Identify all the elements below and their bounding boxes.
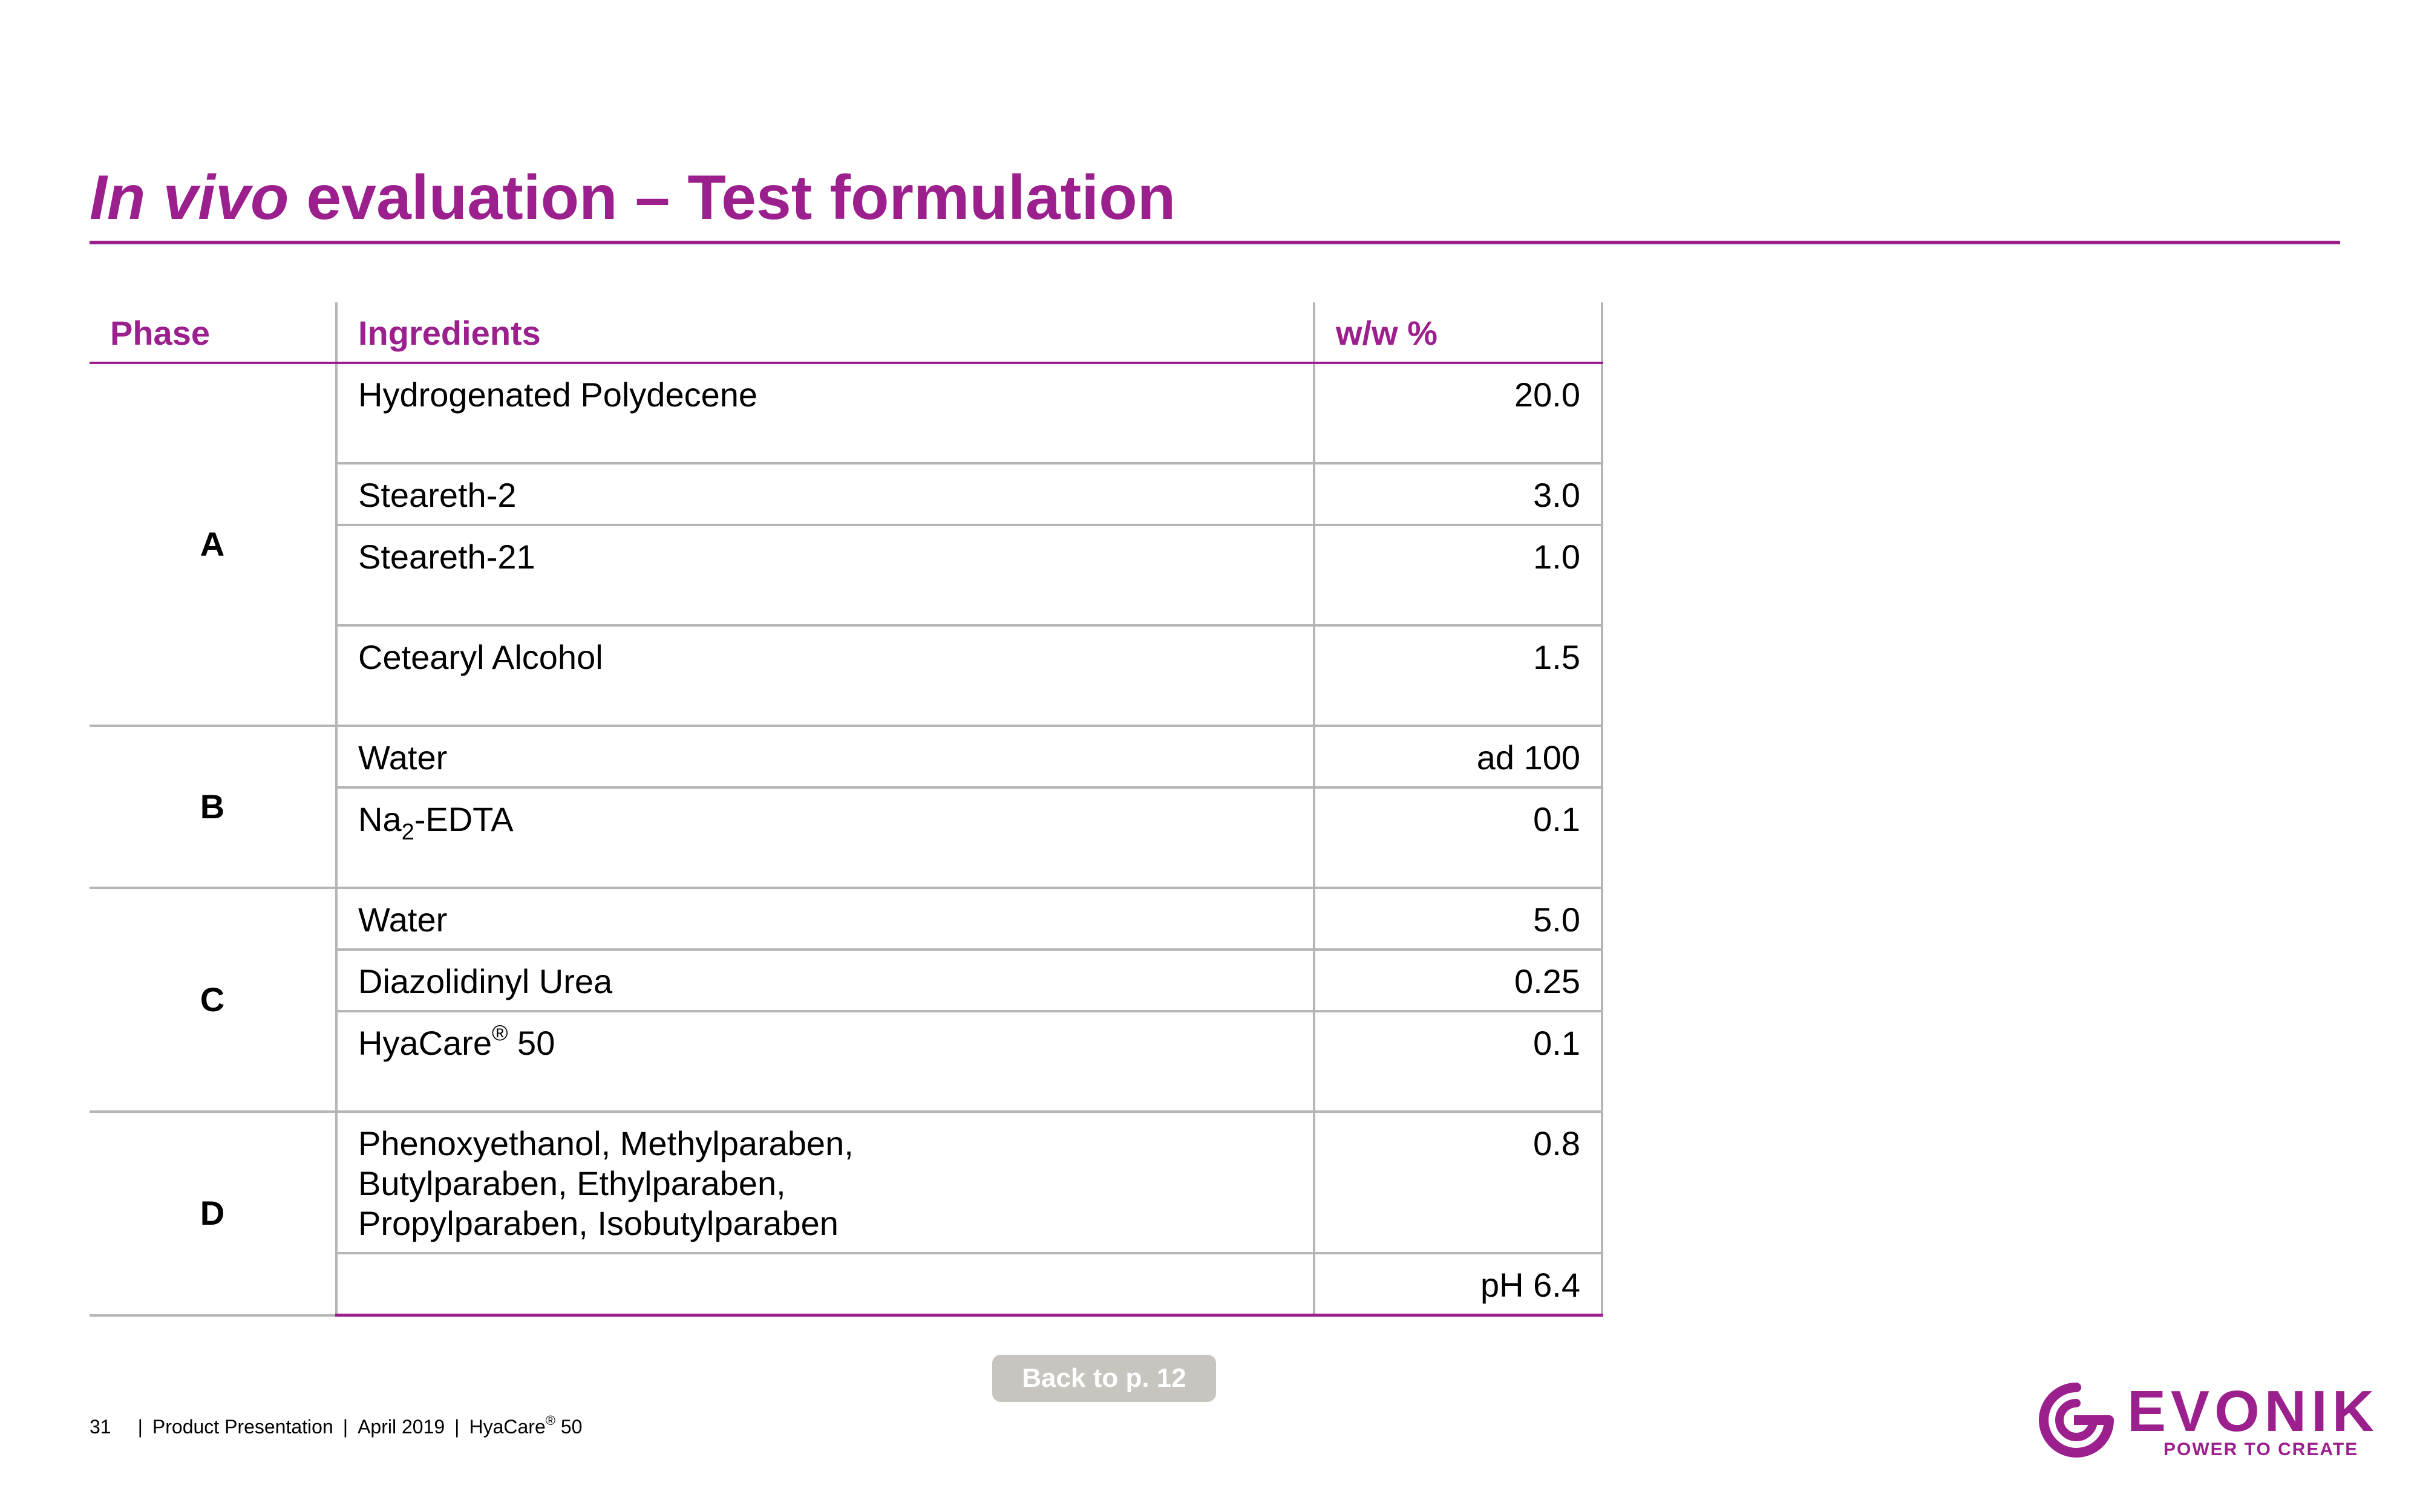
value-cell: 0.25 xyxy=(1313,948,1603,1012)
table-row: HyaCare® 50 0.1 xyxy=(90,1010,1603,1113)
ingredient-superscript: ® xyxy=(491,1020,508,1045)
table-row: C Water 5.0 xyxy=(90,887,1603,1113)
value-cell: 1.5 xyxy=(1313,624,1603,727)
ingredient-cell: Steareth-21 xyxy=(336,524,1315,627)
logo-wordmark: EVONIK xyxy=(2127,1379,2379,1444)
table-row: B Water ad 100 xyxy=(90,725,1603,889)
ingredient-cell: Hydrogenated Polydecene xyxy=(335,362,1315,464)
ingredient-cell: Water xyxy=(335,725,1315,789)
ingredient-suffix: 50 xyxy=(508,1024,555,1062)
footer-separator: | xyxy=(342,1416,348,1438)
table-row: D Phenoxyethanol, Methylparaben, Butylpar… xyxy=(90,1110,1603,1317)
value-cell: 0.1 xyxy=(1313,1010,1603,1113)
ingredient-line: Butylparaben, Ethylparaben, xyxy=(358,1164,786,1202)
title-rest: evaluation – Test formulation xyxy=(306,163,1176,233)
ingredient-cell: Phenoxyethanol, Methylparaben, Butylparab… xyxy=(335,1110,1315,1254)
ingredient-prefix: HyaCare xyxy=(358,1024,492,1062)
footer-date: April 2019 xyxy=(358,1416,445,1438)
header-ww: w/w % xyxy=(1313,302,1603,364)
ingredient-subscript: 2 xyxy=(401,820,414,845)
title-divider xyxy=(90,241,2340,244)
footer-doc-type: Product Presentation xyxy=(152,1416,333,1438)
back-to-page-button[interactable]: Back to p. 12 xyxy=(992,1355,1216,1402)
ingredient-prefix: Na xyxy=(358,800,402,838)
ingredient-cell xyxy=(336,1252,1315,1317)
phase-cell-b: B xyxy=(90,725,338,889)
table-row: Steareth-2 3.0 xyxy=(90,462,1603,526)
footer-product-superscript: ® xyxy=(545,1413,555,1428)
footer-product-suffix: 50 xyxy=(555,1416,583,1438)
ingredient-suffix: -EDTA xyxy=(414,800,514,838)
table-row: Cetearyl Alcohol 1.5 xyxy=(90,624,1603,727)
footer-separator: | xyxy=(137,1416,143,1438)
value-cell-ph: pH 6.4 xyxy=(1313,1252,1603,1317)
ingredient-cell: Steareth-2 xyxy=(336,462,1315,526)
table-row: pH 6.4 xyxy=(90,1252,1603,1317)
evonik-logo: EVONIK POWER TO CREATE xyxy=(2038,1381,2374,1460)
value-cell: 20.0 xyxy=(1313,362,1603,464)
table-row: Diazolidinyl Urea 0.25 xyxy=(90,948,1603,1012)
phase-cell-c: C xyxy=(90,887,338,1113)
table-row: Na2-EDTA 0.1 xyxy=(90,786,1603,889)
formulation-table: Phase Ingredients w/w % A Hydrogenated P… xyxy=(90,302,1603,1317)
table-header-row: Phase Ingredients w/w % xyxy=(90,302,1603,364)
footer-product-prefix: HyaCare xyxy=(469,1416,546,1438)
table-row: A Hydrogenated Polydecene 20.0 xyxy=(90,362,1603,727)
footer-separator: | xyxy=(454,1416,460,1438)
value-cell: ad 100 xyxy=(1313,725,1603,789)
value-cell: 3.0 xyxy=(1313,462,1603,526)
page-title: In vivo evaluation – Test formulation xyxy=(90,162,1176,235)
value-cell: 5.0 xyxy=(1313,887,1603,951)
footer: 31 | Product Presentation | April 2019 | HyaCa… xyxy=(90,1413,582,1438)
page-number: 31 xyxy=(90,1416,111,1438)
ingredient-line: Phenoxyethanol, Methylparaben, xyxy=(358,1124,854,1162)
evonik-mark-icon xyxy=(2039,1383,2114,1458)
value-cell: 0.1 xyxy=(1313,786,1603,889)
phase-cell-d: D xyxy=(90,1110,338,1317)
header-phase: Phase xyxy=(90,302,336,364)
ingredient-cell: Diazolidinyl Urea xyxy=(336,948,1315,1012)
ingredient-cell: HyaCare® 50 xyxy=(336,1010,1315,1113)
ingredient-cell: Water xyxy=(335,887,1315,951)
ingredient-cell: Na2-EDTA xyxy=(336,786,1315,889)
phase-cell-a: A xyxy=(90,362,338,727)
title-italic: In vivo xyxy=(90,163,289,233)
header-ingredients: Ingredients xyxy=(335,302,1314,364)
table-row: Steareth-21 1.0 xyxy=(90,524,1603,627)
ingredient-cell: Cetearyl Alcohol xyxy=(336,624,1315,727)
value-cell: 0.8 xyxy=(1313,1110,1603,1254)
ingredient-line: Propylparaben, Isobutylparaben xyxy=(358,1204,839,1242)
value-cell: 1.0 xyxy=(1313,524,1603,627)
logo-tagline: POWER TO CREATE xyxy=(2163,1439,2359,1459)
